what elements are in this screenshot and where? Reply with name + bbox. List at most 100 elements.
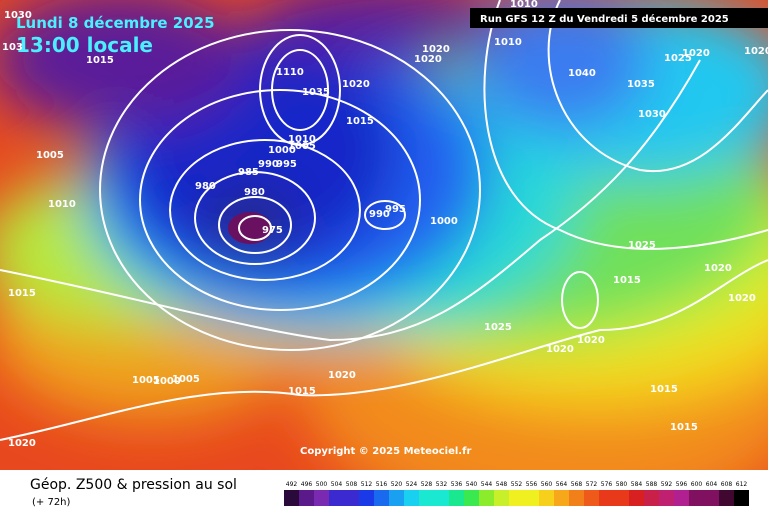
legend-label: 576 xyxy=(601,481,613,488)
legend-swatch xyxy=(284,490,299,506)
isobar-label: 1010 xyxy=(288,134,316,145)
legend-label: 608 xyxy=(721,481,733,488)
legend-swatch xyxy=(329,490,344,506)
legend-label: 568 xyxy=(571,481,583,488)
legend-swatch xyxy=(704,490,719,506)
legend-swatch xyxy=(734,490,749,506)
isobar-label: 1010 xyxy=(510,0,538,10)
legend-swatch xyxy=(419,490,434,506)
legend-swatch xyxy=(479,490,494,506)
isobar-label: 1020 xyxy=(328,370,356,381)
legend-label: 528 xyxy=(421,481,433,488)
footer-lead: (+ 72h) xyxy=(32,497,71,508)
legend-swatch xyxy=(509,490,524,506)
legend-label: 584 xyxy=(631,481,643,488)
isobar-label: 1015 xyxy=(650,384,678,395)
legend-label: 500 xyxy=(316,481,328,488)
legend-swatch xyxy=(524,490,539,506)
isobar-label: 1030 xyxy=(4,10,32,21)
color-legend: 492 496 500 504 508 512 516 520 524 528 532 536 540 5… xyxy=(284,481,749,506)
isobar-label: 1025 xyxy=(664,53,692,64)
isobar-label: 1015 xyxy=(86,55,114,66)
run-box xyxy=(470,8,768,28)
isobar-label: 1005 xyxy=(132,375,160,386)
isobar-label: 1020 xyxy=(414,54,442,65)
legend-label: 508 xyxy=(346,481,358,488)
isobar-label: 1010 xyxy=(494,37,522,48)
legend-label: 592 xyxy=(661,481,673,488)
isobar-label: 1015 xyxy=(288,386,316,397)
legend-swatch xyxy=(434,490,449,506)
legend-swatch xyxy=(389,490,404,506)
isobar-label: 1020 xyxy=(577,335,605,346)
isobar-label: 1035 xyxy=(627,79,655,90)
legend-label: 588 xyxy=(646,481,658,488)
legend-swatch xyxy=(629,490,644,506)
legend-label: 532 xyxy=(436,481,448,488)
legend-swatch xyxy=(599,490,614,506)
legend-label: 536 xyxy=(451,481,463,488)
isobar-label: 1040 xyxy=(568,68,596,79)
isobar-lines xyxy=(0,0,768,441)
isobar-label: 1015 xyxy=(613,275,641,286)
legend-label: 552 xyxy=(511,481,523,488)
legend-swatch xyxy=(719,490,734,506)
run-label: Run GFS 12 Z du Vendredi 5 décembre 2025 xyxy=(480,13,729,25)
legend-swatch xyxy=(674,490,689,506)
isobar-label: 1010 xyxy=(48,199,76,210)
legend-swatch xyxy=(299,490,314,506)
footer-title: Géop. Z500 & pression au sol xyxy=(30,477,237,493)
legend-swatch xyxy=(569,490,584,506)
legend-swatch xyxy=(539,490,554,506)
isobar-label: 1000 xyxy=(153,376,181,387)
isobar-label: 1005 xyxy=(288,141,316,152)
isobar-label: 1020 xyxy=(342,79,370,90)
isobar-label: 103 xyxy=(2,42,23,53)
isobar-label: 1015 xyxy=(8,288,36,299)
legend-swatch xyxy=(614,490,629,506)
legend-swatch xyxy=(374,490,389,506)
legend-label: 548 xyxy=(496,481,508,488)
legend-label: 596 xyxy=(676,481,688,488)
legend-swatch xyxy=(464,490,479,506)
legend-label: 604 xyxy=(706,481,718,488)
isobar-label: 1020 xyxy=(546,344,574,355)
isobar-label: 1000 xyxy=(268,145,296,156)
time-label: 13:00 locale xyxy=(16,33,153,57)
copyright: Copyright © 2025 Meteociel.fr xyxy=(300,446,471,457)
legend-label: 524 xyxy=(406,481,418,488)
isobar-label: 1020 xyxy=(682,48,710,59)
isobar-label: 1020 xyxy=(704,263,732,274)
isobar-label: 995 xyxy=(385,204,406,215)
isobar-label: 995 xyxy=(276,159,297,170)
isobar-label: 1000 xyxy=(430,216,458,227)
legend-label: 504 xyxy=(331,481,343,488)
isobar-label: 980 xyxy=(244,187,265,198)
legend-label: 516 xyxy=(376,481,388,488)
legend-label: 580 xyxy=(616,481,628,488)
isobar-label: 1110 xyxy=(276,67,304,78)
legend-label: 572 xyxy=(586,481,598,488)
isobar-label: 1015 xyxy=(670,422,698,433)
isobar-label: 1020 xyxy=(8,438,36,449)
legend-label: 544 xyxy=(481,481,493,488)
legend-label: 492 xyxy=(286,481,298,488)
legend-swatch xyxy=(449,490,464,506)
isobar-label: 1015 xyxy=(346,116,374,127)
legend-swatch xyxy=(344,490,359,506)
isobar-label: 985 xyxy=(238,167,259,178)
isobar-label: 1025 xyxy=(628,240,656,251)
legend-label: 600 xyxy=(691,481,703,488)
isobar-label: 990 xyxy=(369,209,390,220)
isobar-label: 975 xyxy=(262,225,283,236)
legend-swatch xyxy=(494,490,509,506)
legend-swatch xyxy=(584,490,599,506)
isobar-label: 980 xyxy=(195,181,216,192)
isobar-label: 1020 xyxy=(422,44,450,55)
isobar-label: 1020 xyxy=(728,293,756,304)
legend-label: 496 xyxy=(301,481,313,488)
legend-swatch xyxy=(644,490,659,506)
